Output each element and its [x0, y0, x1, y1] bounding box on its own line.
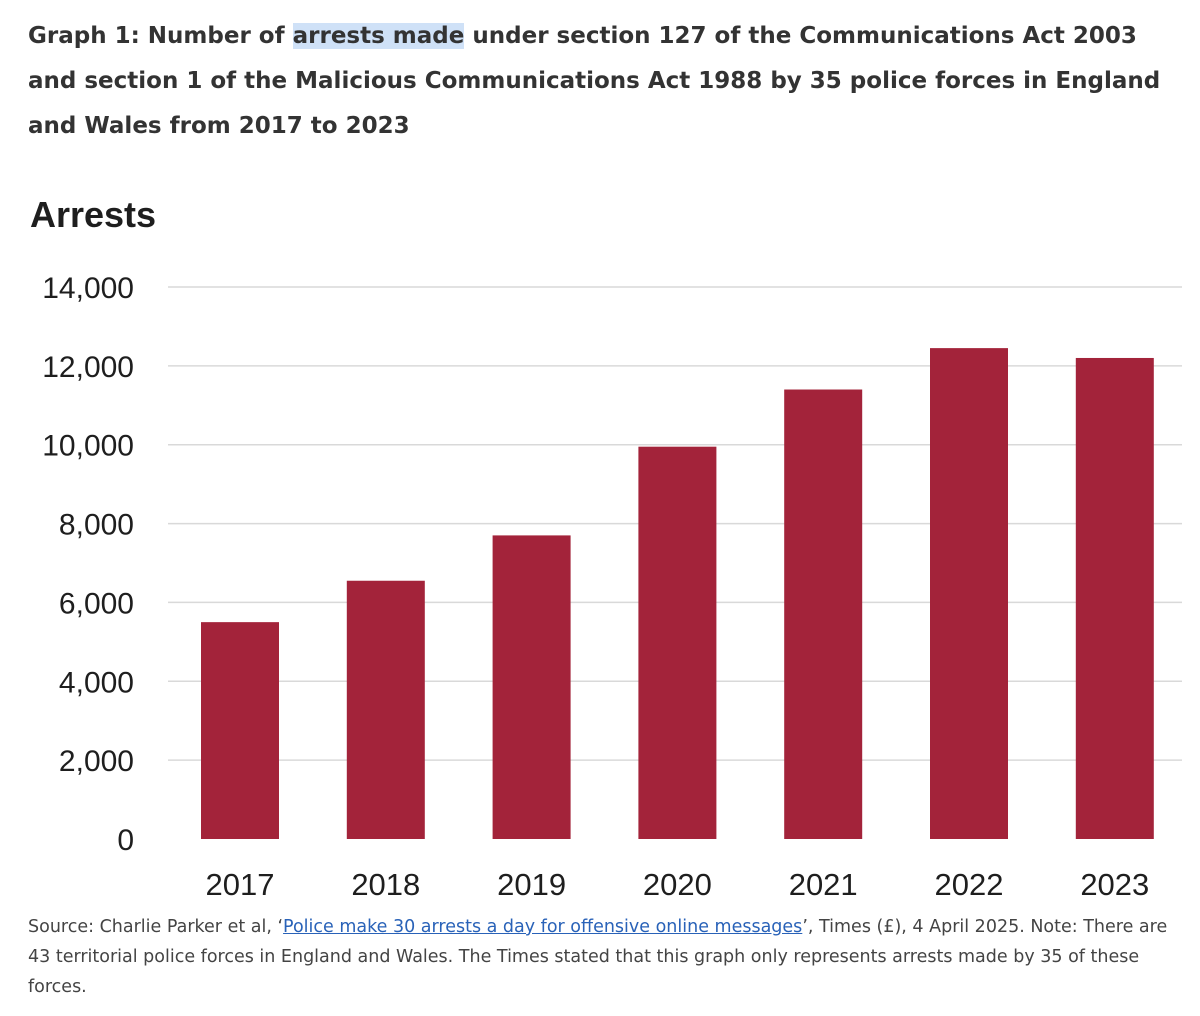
caption-highlighted-text: arrests made [292, 23, 465, 49]
source-note: Source: Charlie Parker et al, ‘Police ma… [28, 912, 1178, 1002]
bar-2020 [638, 446, 717, 839]
y-tick-label: 0 [117, 824, 134, 857]
source-prefix: Source: Charlie Parker et al, ‘ [28, 917, 284, 937]
x-category-labels: 2017 2018 2019 2020 2021 2022 2023 [206, 867, 1150, 902]
caption-text-after: under section 127 of the Communications … [28, 23, 1161, 139]
x-category-label: 2021 [789, 867, 858, 902]
y-tick-label: 6,000 [59, 587, 134, 620]
bar-2023 [1075, 357, 1154, 839]
bars [201, 348, 1154, 839]
bar-2019 [492, 535, 571, 839]
chart-caption: Graph 1: Number of arrests made under se… [28, 14, 1188, 149]
y-tick-label: 8,000 [59, 509, 134, 542]
source-article-link[interactable]: Police make 30 arrests a day for offensi… [283, 917, 803, 937]
x-category-label: 2022 [935, 867, 1004, 902]
y-tick-label: 4,000 [59, 666, 134, 699]
x-category-label: 2017 [206, 867, 275, 902]
x-category-label: 2019 [497, 867, 566, 902]
bar-2022 [930, 348, 1008, 839]
source-suffix: ’, Times (£), 4 April 2025. Note: There … [28, 917, 1168, 997]
x-category-label: 2018 [351, 867, 420, 902]
x-category-label: 2020 [643, 867, 712, 902]
caption-text-before: Graph 1: Number of [28, 23, 293, 49]
bar-chart: Arrests 0 2,000 4,000 6,000 8,000 10,000 12,00… [30, 194, 1182, 902]
y-tick-labels: 0 2,000 4,000 6,000 8,000 10,000 12,000 14,000 [42, 272, 134, 857]
y-tick-label: 2,000 [59, 745, 134, 778]
y-axis-title: Arrests [30, 194, 156, 235]
y-tick-label: 10,000 [42, 430, 134, 463]
bar-2018 [346, 580, 425, 839]
x-category-label: 2023 [1080, 867, 1149, 902]
y-tick-label: 12,000 [42, 351, 134, 384]
bar-2021 [784, 389, 863, 839]
y-tick-label: 14,000 [42, 272, 134, 305]
bar-2017 [201, 622, 279, 839]
